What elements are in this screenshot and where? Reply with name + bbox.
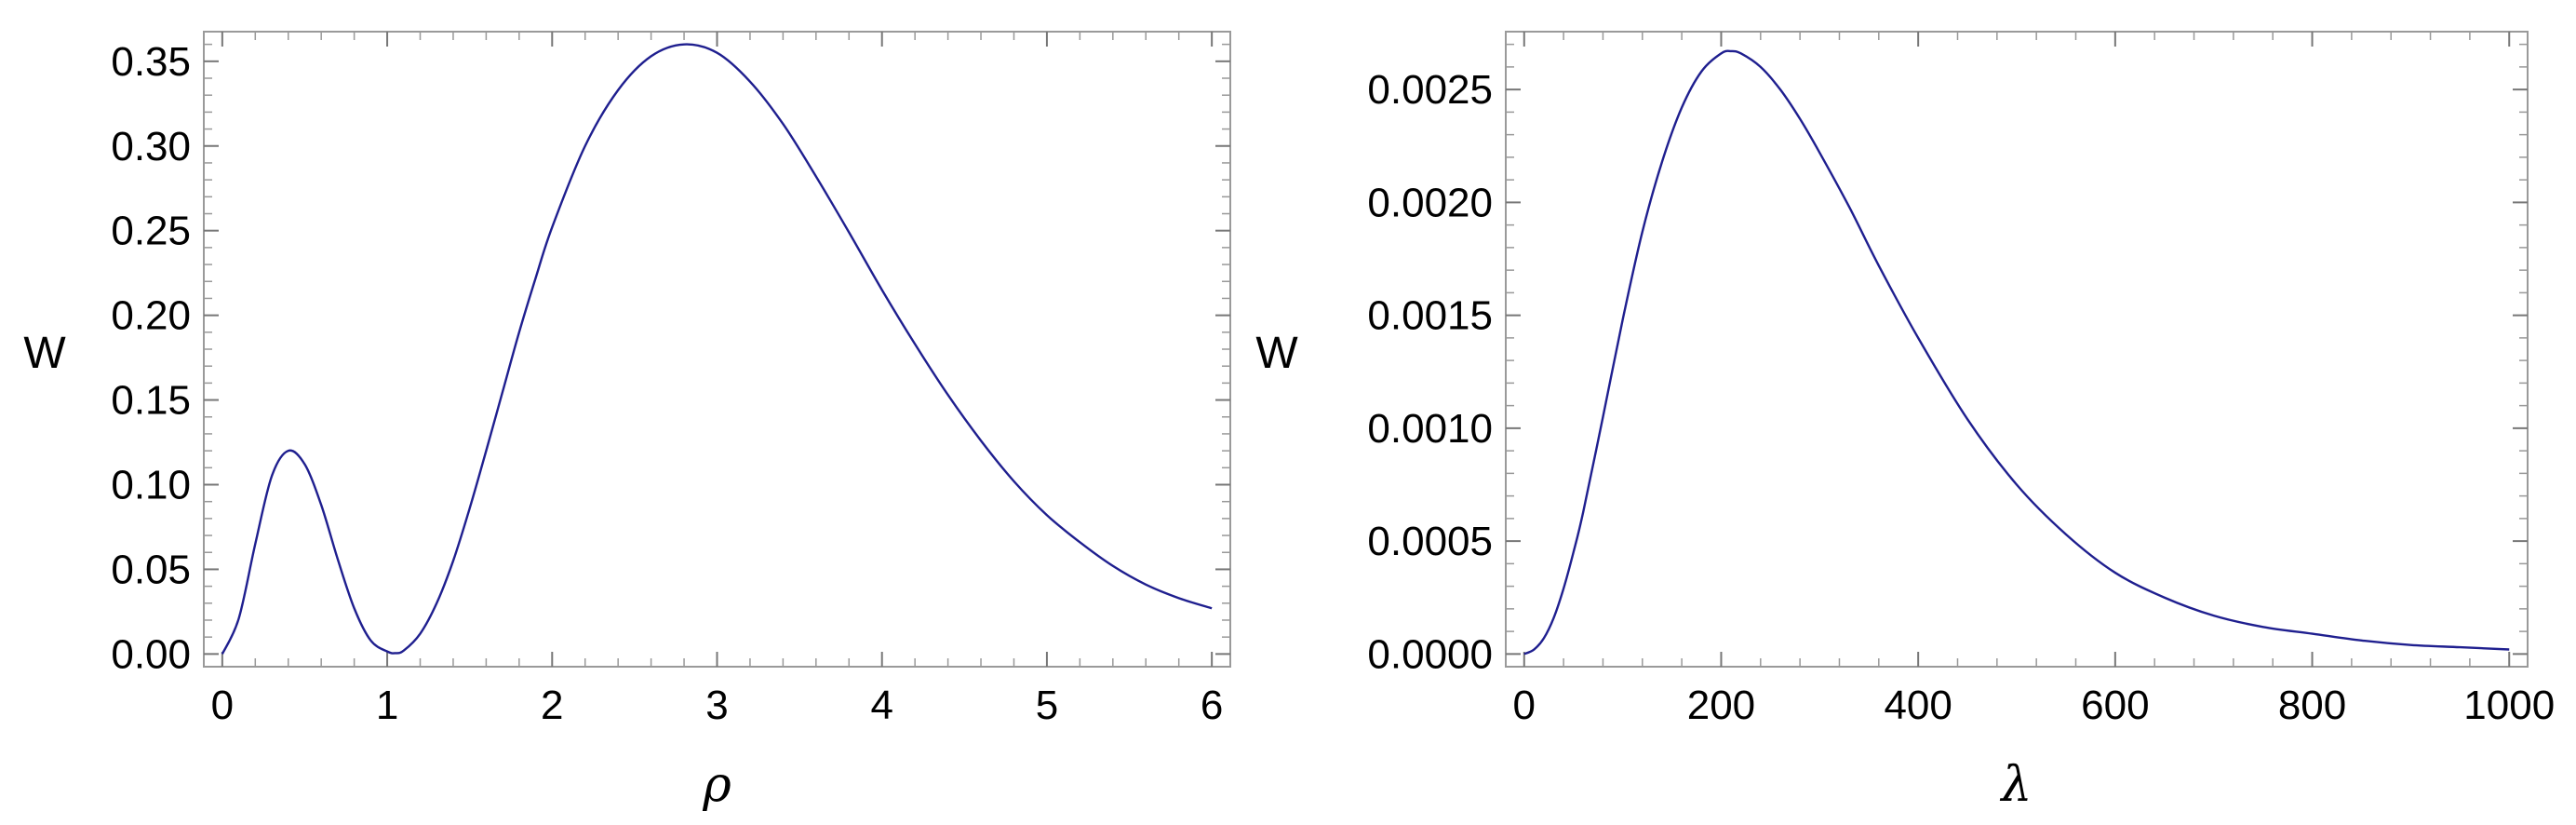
y-tick-label: 0.0010 (1367, 406, 1493, 452)
y-tick-label: 0.10 (111, 462, 191, 507)
x-tick-label: 800 (2278, 683, 2346, 728)
x-tick-label: 6 (1201, 683, 1223, 728)
y-tick-label: 0.0005 (1367, 519, 1493, 564)
y-tick-label: 0.30 (111, 124, 191, 169)
x-tick-label: 400 (1884, 683, 1952, 728)
y-axis-label: W (1255, 329, 1298, 378)
x-tick-label: 2 (541, 683, 563, 728)
y-tick-label: 0.15 (111, 378, 191, 424)
y-tick-label: 0.0025 (1367, 67, 1493, 113)
y-tick-label: 0.05 (111, 547, 191, 592)
x-tick-label: 1000 (2463, 683, 2555, 728)
y-tick-label: 0.0020 (1367, 180, 1493, 225)
x-tick-label: 200 (1687, 683, 1755, 728)
y-tick-label: 0.20 (111, 293, 191, 339)
y-axis-label: W (23, 329, 66, 378)
y-tick-label: 0.25 (111, 209, 191, 254)
y-tick-label: 0.0015 (1367, 293, 1493, 339)
chart-rho: 0 1 2 3 4 5 6 0.00 0.05 0.10 0.15 0.20 0.25 0.30 0.35 W… (23, 31, 1231, 813)
plot-frame (1505, 31, 2529, 668)
x-tick-label: 4 (870, 683, 892, 728)
y-tick-label: 0.00 (111, 631, 191, 677)
series-line-rho (221, 43, 1213, 655)
x-tick-label: 0 (211, 683, 234, 728)
y-tick-label: 0.0000 (1367, 631, 1493, 677)
plot-frame (203, 31, 1231, 668)
x-tick-label: 1 (376, 683, 398, 728)
x-axis-label: ρ (702, 757, 731, 813)
x-tick-label: 3 (705, 683, 728, 728)
x-tick-label: 600 (2081, 683, 2149, 728)
chart-lambda: 0 200 400 600 800 1000 0.0000 0.0005 0.0010 0.001… (1255, 31, 2555, 813)
series-line-lambda (1523, 49, 2510, 656)
x-tick-label: 5 (1036, 683, 1058, 728)
x-axis-label: λ (2000, 757, 2033, 813)
x-tick-label: 0 (1513, 683, 1536, 728)
y-tick-label: 0.35 (111, 39, 191, 85)
